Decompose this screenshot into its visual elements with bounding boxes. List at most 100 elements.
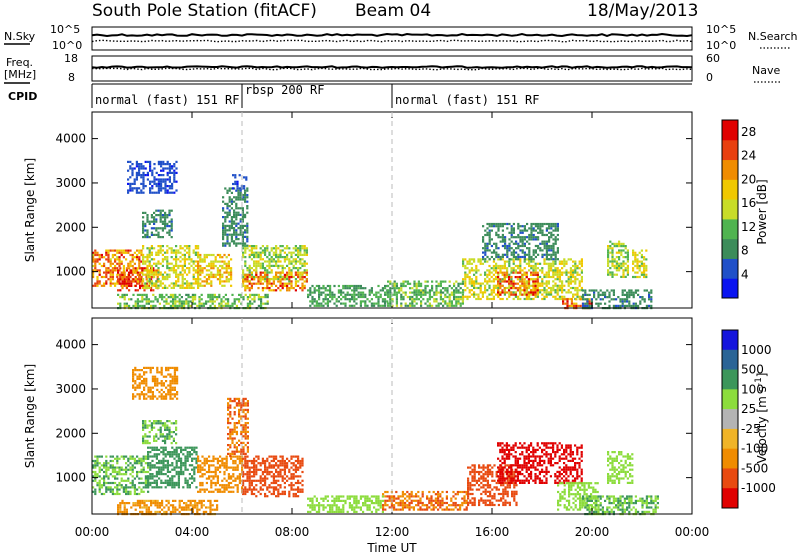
heatmap-cell bbox=[153, 475, 156, 478]
heatmap-cell bbox=[236, 464, 239, 467]
heatmap-cell bbox=[128, 271, 131, 274]
heatmap-cell bbox=[181, 273, 184, 276]
heatmap-cell bbox=[259, 264, 262, 267]
heatmap-cell bbox=[180, 304, 183, 307]
heatmap-cell bbox=[470, 280, 473, 283]
heatmap-cell bbox=[153, 180, 156, 183]
heatmap-cell bbox=[417, 293, 420, 296]
heatmap-cell bbox=[556, 271, 559, 274]
heatmap-cell bbox=[150, 276, 153, 279]
heatmap-cell bbox=[169, 464, 172, 467]
heatmap-cell bbox=[132, 384, 135, 387]
heatmap-cell bbox=[225, 275, 228, 279]
heatmap-cell bbox=[294, 271, 297, 274]
heatmap-cell bbox=[470, 289, 473, 292]
heatmap-cell bbox=[242, 256, 245, 259]
heatmap-cell bbox=[162, 167, 165, 170]
heatmap-cell bbox=[402, 295, 405, 299]
heatmap-cell bbox=[481, 282, 484, 285]
heatmap-cell bbox=[541, 253, 544, 256]
heatmap-cell bbox=[144, 439, 147, 442]
heatmap-cell bbox=[172, 264, 175, 267]
heatmap-cell bbox=[512, 280, 515, 283]
heatmap-cell bbox=[246, 475, 249, 478]
heatmap-cell bbox=[109, 264, 112, 268]
heatmap-cell bbox=[266, 247, 269, 250]
heatmap-cell bbox=[492, 295, 495, 298]
heatmap-cell bbox=[168, 214, 171, 217]
heatmap-cell bbox=[565, 271, 568, 274]
heatmap-cell bbox=[550, 231, 553, 234]
heatmap-cell bbox=[344, 304, 347, 307]
heatmap-cell bbox=[404, 293, 407, 296]
heatmap-cell bbox=[539, 247, 542, 250]
heatmap-cell bbox=[439, 302, 442, 305]
heatmap-cell bbox=[439, 293, 442, 296]
heatmap-cell bbox=[632, 260, 635, 263]
heatmap-cell bbox=[129, 176, 132, 179]
heatmap-cell bbox=[490, 280, 493, 283]
heatmap-cell bbox=[186, 468, 189, 471]
heatmap-cell bbox=[200, 304, 203, 307]
heatmap-cell bbox=[140, 481, 143, 485]
heatmap-cell bbox=[615, 304, 618, 307]
heatmap-cell bbox=[131, 189, 134, 192]
heatmap-cell bbox=[309, 293, 312, 296]
heatmap-cell bbox=[541, 293, 544, 296]
heatmap-cell bbox=[422, 293, 425, 296]
heatmap-cell bbox=[484, 280, 487, 283]
heatmap-cell bbox=[246, 411, 249, 414]
heatmap-cell bbox=[138, 481, 141, 485]
heatmap-cell bbox=[545, 251, 548, 254]
heatmap-cell bbox=[301, 264, 304, 267]
heatmap-cell bbox=[523, 242, 526, 245]
heatmap-cell bbox=[238, 413, 241, 416]
heatmap-cell bbox=[324, 293, 327, 296]
heatmap-cell bbox=[158, 302, 161, 305]
heatmap-cell bbox=[158, 391, 161, 394]
heatmap-cell bbox=[556, 225, 559, 228]
heatmap-cell bbox=[621, 304, 624, 307]
heatmap-cell bbox=[294, 284, 297, 287]
heatmap-cell bbox=[311, 284, 314, 288]
heatmap-cell bbox=[107, 278, 110, 281]
heatmap-cell bbox=[227, 477, 230, 480]
heatmap-cell bbox=[577, 304, 580, 307]
heatmap-cell bbox=[199, 273, 202, 276]
heatmap-cell bbox=[283, 282, 286, 285]
heatmap-cell bbox=[389, 282, 392, 285]
heatmap-cell bbox=[246, 273, 249, 276]
heatmap-cell bbox=[497, 282, 500, 285]
heatmap-cell bbox=[172, 258, 175, 261]
heatmap-cell bbox=[171, 446, 174, 449]
heatmap-cell bbox=[495, 233, 498, 237]
heatmap-cell bbox=[229, 452, 232, 455]
heatmap-cell bbox=[123, 271, 126, 274]
heatmap-cell bbox=[109, 271, 112, 274]
heatmap-cell bbox=[528, 242, 531, 245]
heatmap-cell bbox=[194, 280, 197, 283]
heatmap-cell bbox=[119, 296, 122, 299]
heatmap-cell bbox=[588, 302, 591, 305]
heatmap-cell bbox=[116, 470, 119, 474]
heatmap-cell bbox=[506, 275, 509, 279]
heatmap-cell bbox=[148, 253, 151, 256]
heatmap-cell bbox=[195, 457, 198, 460]
heatmap-cell bbox=[114, 258, 117, 261]
heatmap-cell bbox=[200, 298, 203, 301]
heatmap-cell bbox=[142, 225, 145, 228]
heatmap-cell bbox=[169, 393, 172, 396]
heatmap-cell bbox=[239, 231, 242, 234]
heatmap-cell bbox=[96, 251, 99, 254]
heatmap-cell bbox=[453, 298, 456, 301]
heatmap-cell bbox=[466, 267, 469, 270]
heatmap-cell bbox=[527, 282, 530, 285]
heatmap-cell bbox=[301, 273, 304, 276]
heatmap-cell bbox=[168, 167, 171, 170]
heatmap-cell bbox=[230, 258, 233, 261]
heatmap-cell bbox=[203, 275, 206, 279]
heatmap-cell bbox=[246, 229, 249, 232]
freq-label: Freq. bbox=[6, 56, 33, 69]
heatmap-cell bbox=[288, 267, 291, 270]
heatmap-cell bbox=[519, 244, 522, 248]
